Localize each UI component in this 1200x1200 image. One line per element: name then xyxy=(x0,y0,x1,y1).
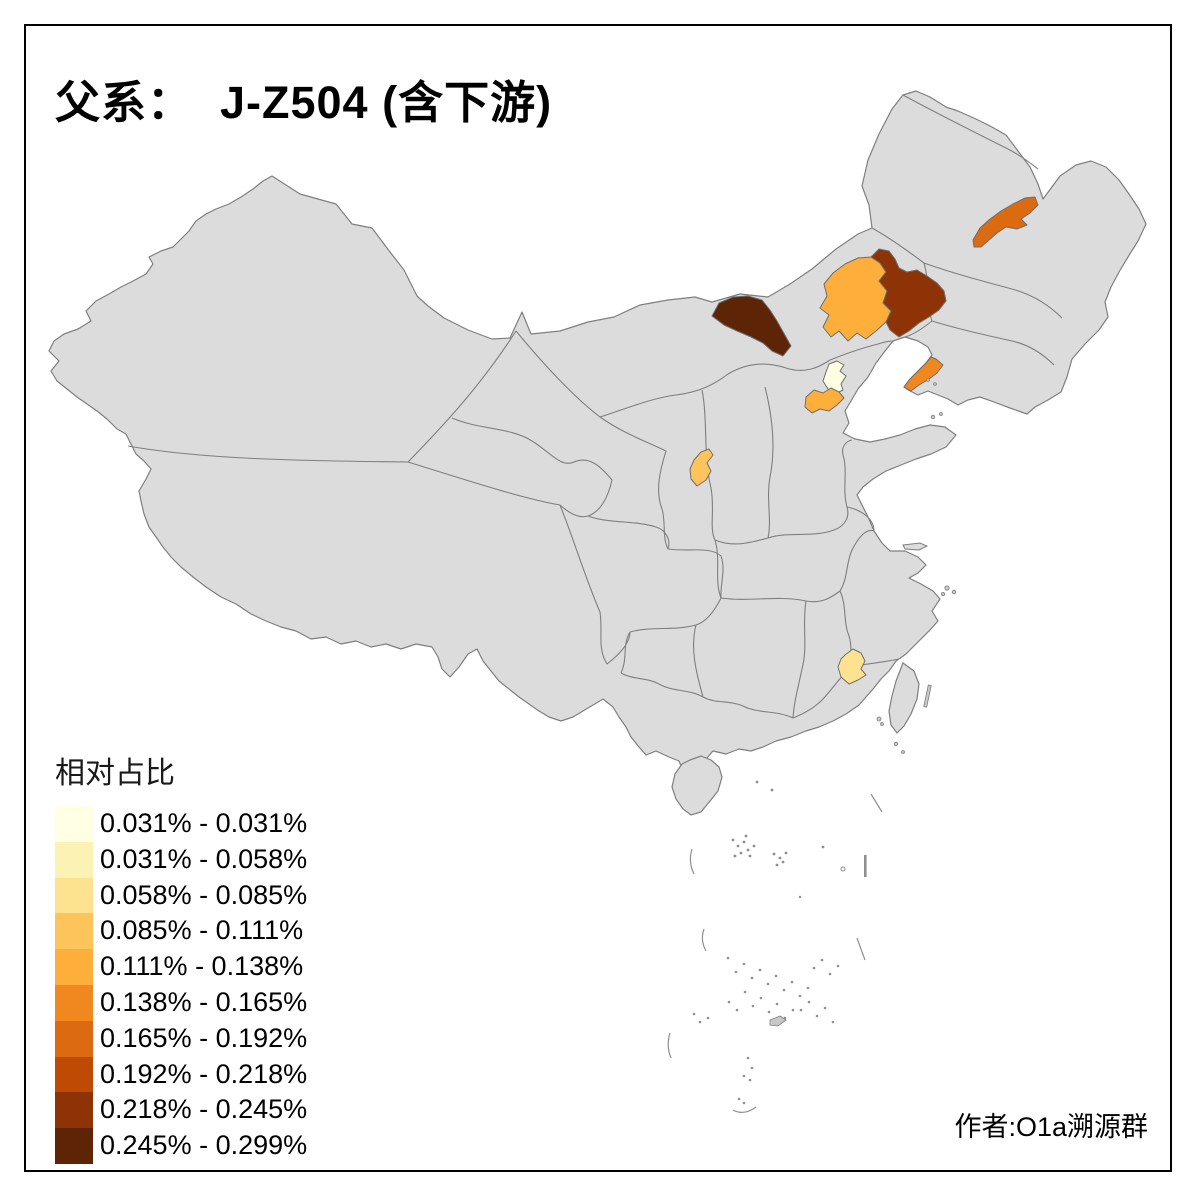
legend-label: 0.138% - 0.165% xyxy=(100,986,308,1017)
legend-item: 0.031% - 0.031% xyxy=(55,806,307,842)
map-region-inner-mongolia-mid xyxy=(711,295,792,357)
legend-item: 0.085% - 0.111% xyxy=(55,913,307,950)
map-region-beijing-area xyxy=(822,360,847,395)
legend-swatch xyxy=(55,1092,93,1129)
legend-label: 0.085% - 0.111% xyxy=(100,915,304,946)
legend-swatch xyxy=(55,984,93,1021)
legend-swatch xyxy=(55,1128,93,1164)
legend-item: 0.138% - 0.165% xyxy=(55,984,308,1021)
map-region-tianjin-area xyxy=(804,387,845,414)
legend-label: 0.165% - 0.192% xyxy=(100,1022,308,1053)
hainan-island xyxy=(671,755,723,816)
legend-title: 相对占比 xyxy=(55,757,175,790)
legend-item: 0.192% - 0.218% xyxy=(55,1056,308,1093)
legend-swatch xyxy=(55,913,93,950)
legend-item: 0.218% - 0.245% xyxy=(55,1092,308,1129)
colored-regions xyxy=(689,196,1039,685)
legend-label: 0.058% - 0.085% xyxy=(100,879,308,910)
map-region-inner-mongolia-east xyxy=(870,248,947,338)
map-region-fujian-coastal xyxy=(837,648,867,685)
legend: 相对占比 0.031% - 0.031% 0.031% - 0.058% 0.0… xyxy=(55,748,307,1164)
map-region-shanxi-west xyxy=(689,448,714,487)
coastal-islets xyxy=(876,378,957,754)
legend-swatch xyxy=(55,841,93,878)
chongming-island xyxy=(902,542,929,551)
legend-label: 0.111% - 0.138% xyxy=(100,951,304,982)
legend-label: 0.031% - 0.031% xyxy=(100,808,308,838)
taiwan-island xyxy=(888,662,920,734)
mainland-outline xyxy=(48,90,1147,790)
south-china-sea-islands xyxy=(667,780,883,1113)
map-region-liaodong-peninsula xyxy=(903,356,944,392)
author-credit: 作者:O1a溯源群 xyxy=(954,1112,1148,1142)
legend-swatch xyxy=(55,1056,93,1093)
legend-item: 0.165% - 0.192% xyxy=(55,1020,308,1057)
legend-item: 0.111% - 0.138% xyxy=(55,949,307,985)
legend-swatch xyxy=(55,806,93,842)
legend-label: 0.192% - 0.218% xyxy=(100,1058,308,1089)
map-title: 父系： J-Z504 (含下游) xyxy=(55,77,553,128)
legend-item: 0.031% - 0.058% xyxy=(55,841,308,878)
legend-swatch xyxy=(55,949,93,985)
legend-item: 0.245% - 0.299% xyxy=(55,1128,307,1164)
legend-swatch xyxy=(55,877,93,914)
map-region-heilongjiang-central xyxy=(972,196,1039,248)
legend-label: 0.245% - 0.299% xyxy=(100,1130,308,1161)
legend-item: 0.058% - 0.085% xyxy=(55,877,308,914)
legend-swatch xyxy=(55,1020,93,1057)
landmass xyxy=(48,90,1147,816)
legend-label: 0.218% - 0.245% xyxy=(100,1094,308,1125)
legend-label: 0.031% - 0.058% xyxy=(100,843,308,874)
